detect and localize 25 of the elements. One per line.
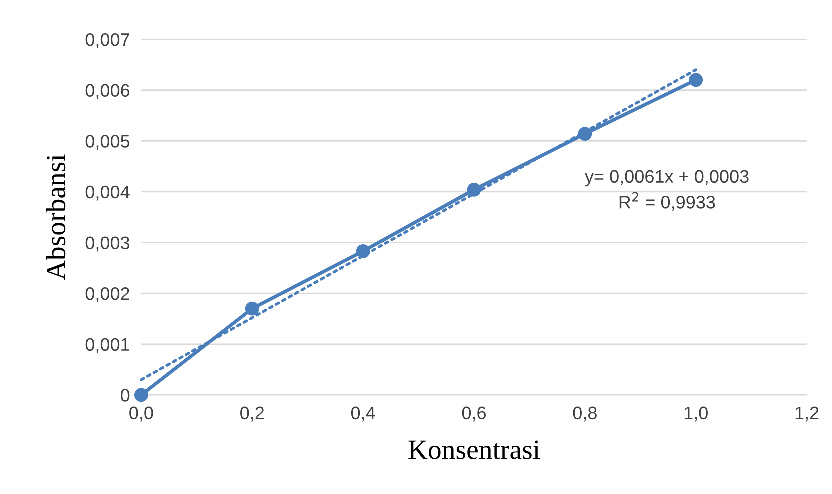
x-axis-title: Konsentrasi (408, 440, 540, 460)
y-tick-label: 0,001 (86, 338, 130, 354)
y-tick-label: 0 (120, 389, 130, 402)
point (356, 244, 370, 258)
x-tick-label: 0,8 (573, 406, 597, 422)
y-tick-label: 0,004 (86, 186, 130, 201)
annotation: R$^{2}$ = 0,9933 (620, 192, 716, 211)
point (578, 127, 592, 141)
x-tick-label: 0,0 (130, 406, 154, 422)
y-axis-title: Absorbansi (46, 154, 66, 280)
y-tick-label: 0,003 (86, 236, 130, 252)
x-tick-label: 0,2 (240, 406, 264, 422)
x-tick-label: 1,0 (684, 406, 708, 422)
x-tick-label: 1,2 (796, 406, 819, 422)
point (689, 73, 704, 88)
y-tick-label: 0,007 (86, 33, 130, 48)
point (245, 302, 260, 316)
y-tick-label: 0,006 (86, 84, 130, 100)
point (467, 182, 482, 197)
x-tick-label: 0,6 (462, 406, 486, 422)
point (134, 388, 148, 402)
y-tick-label: 0,002 (86, 288, 130, 302)
y-tick-label: 0,005 (86, 135, 130, 150)
annotation: y= 0,0061x + 0,0003 (584, 170, 749, 187)
x-tick-label: 0,4 (351, 406, 376, 422)
